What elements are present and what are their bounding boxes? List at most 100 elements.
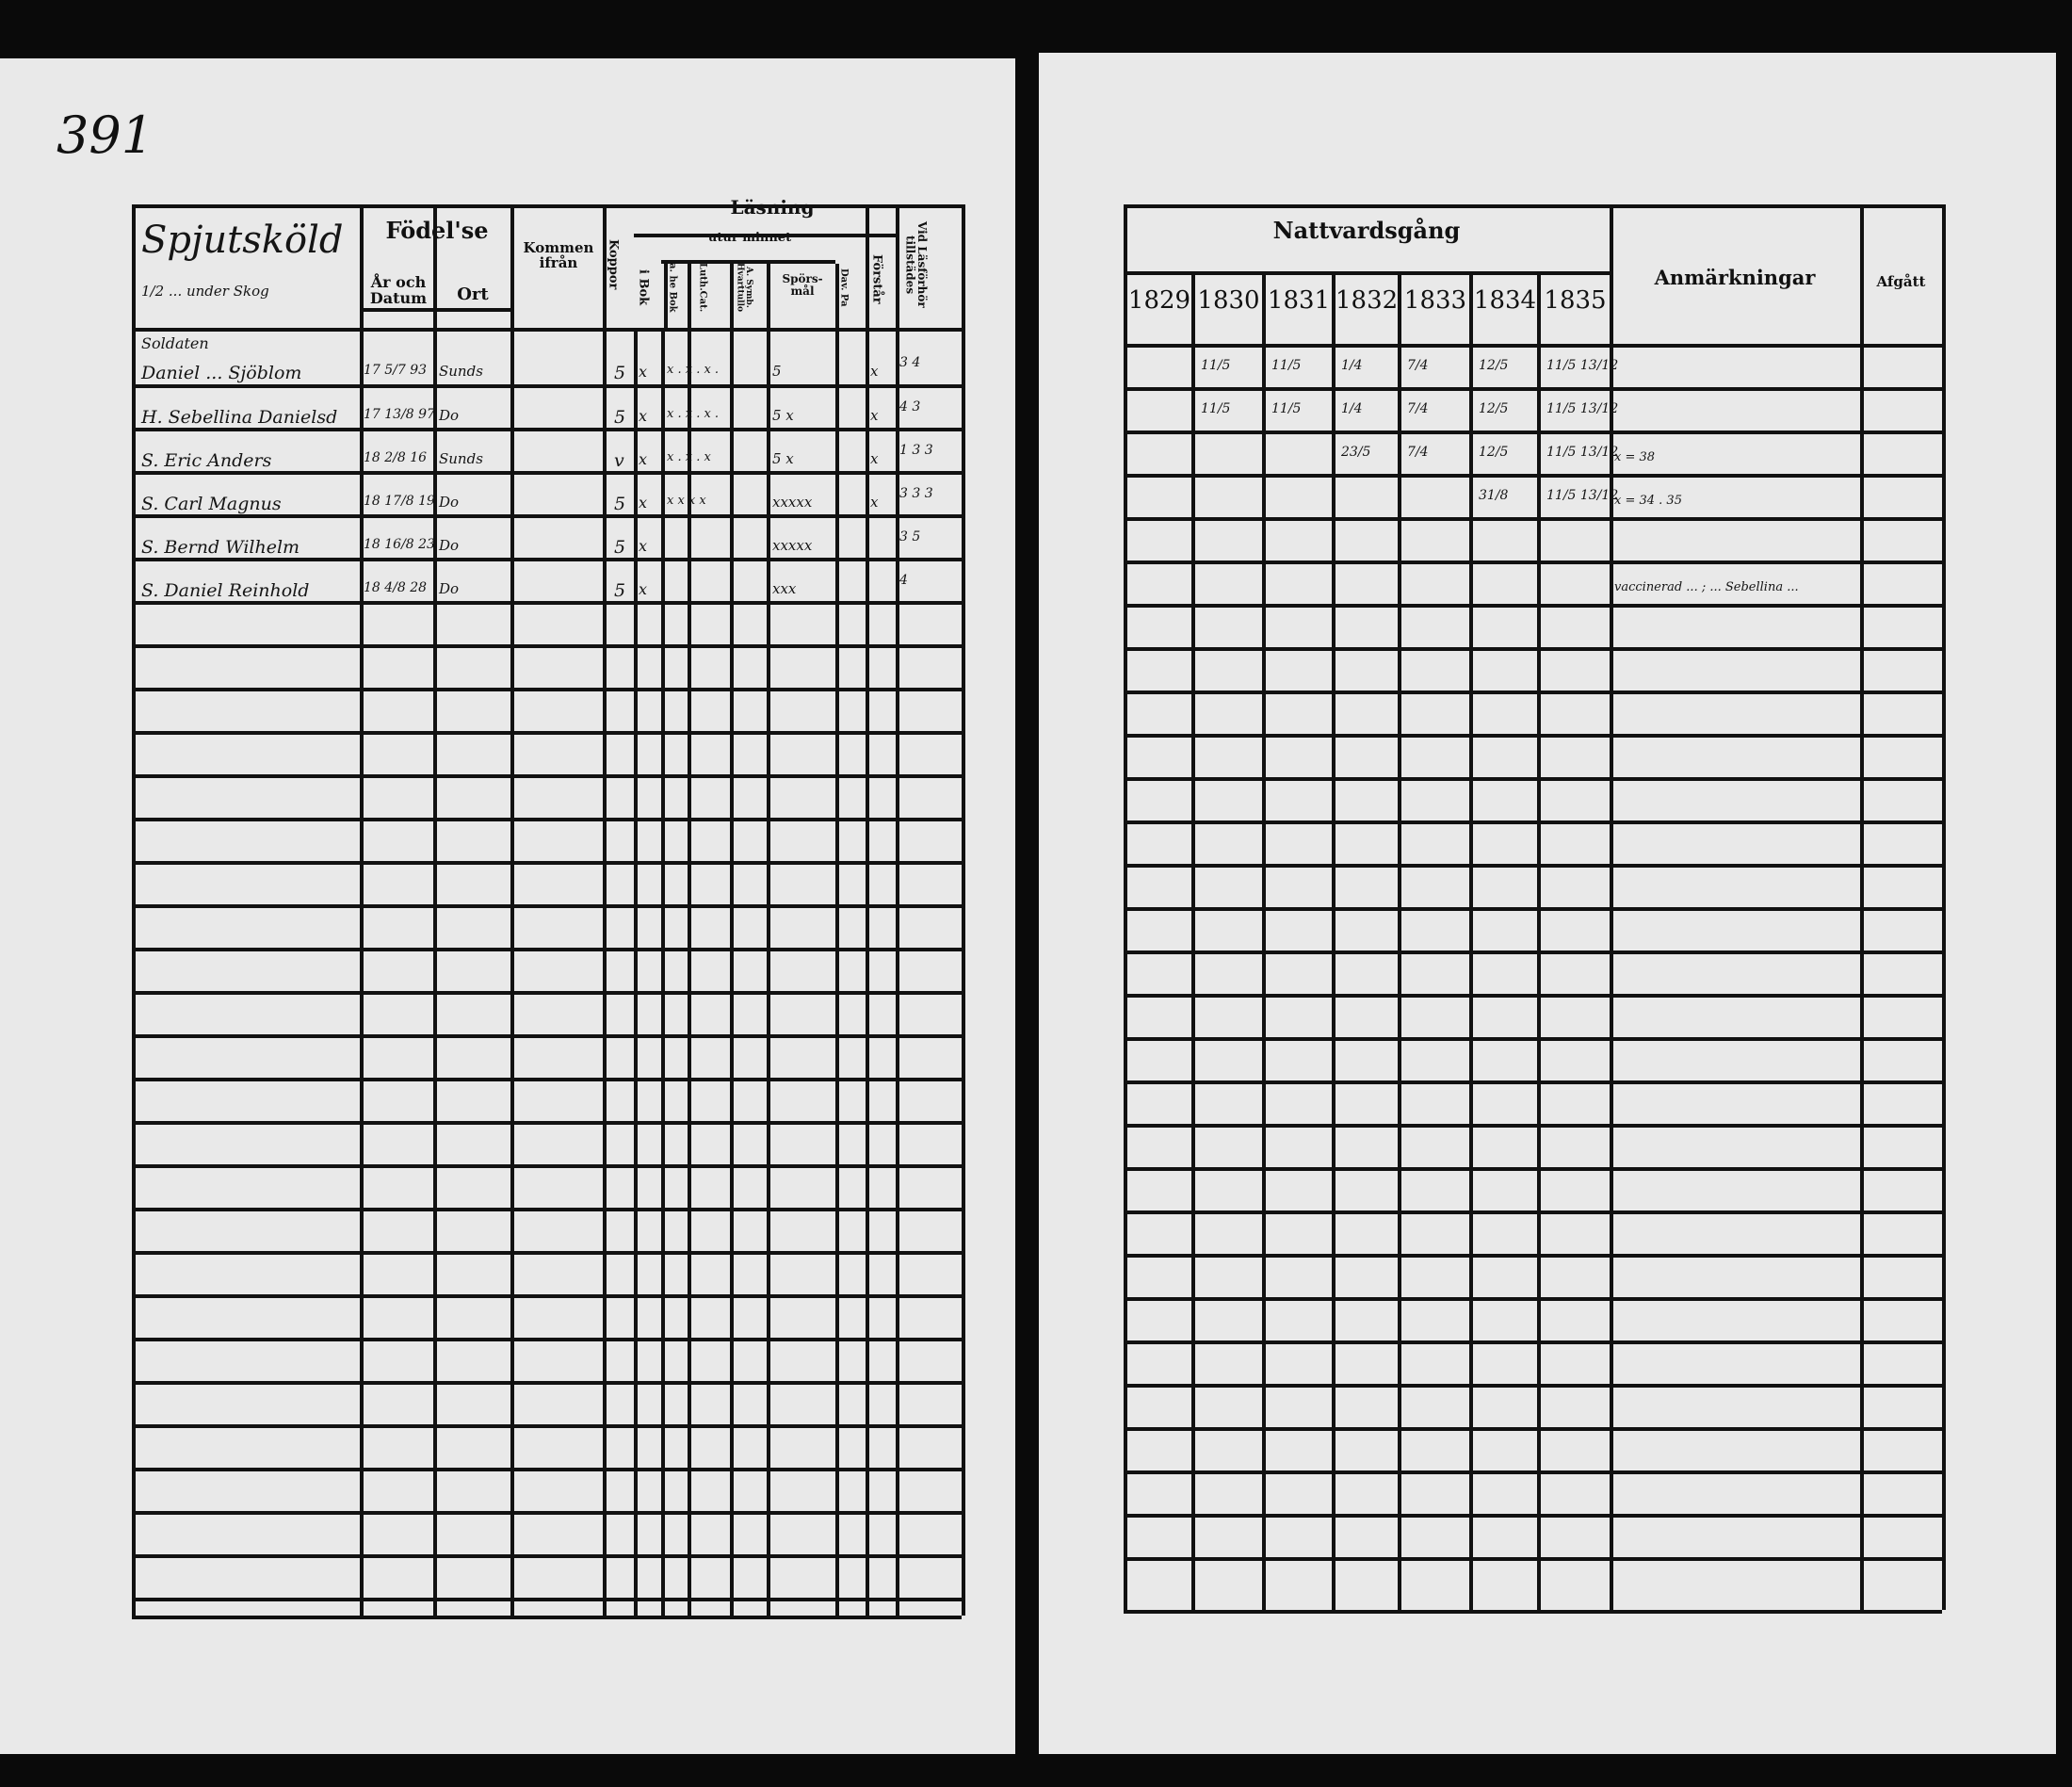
- column-divider: [1942, 204, 1946, 1610]
- remark-note: vaccinerad ... ; ... Sebellina ...: [1614, 580, 1799, 594]
- communion-date: 11/5: [1201, 358, 1231, 373]
- column-divider: [730, 264, 734, 330]
- row-divider: [1124, 604, 1942, 608]
- header-a-hela-bok: a. he Bok: [667, 262, 678, 313]
- remark-note: x = 34 . 35: [1614, 494, 1682, 508]
- communion-date: 12/5: [1479, 401, 1509, 416]
- entry-birth-date: 18 2/8 16: [364, 450, 428, 465]
- entry-i-bok: x: [639, 363, 648, 381]
- row-divider: [132, 1294, 962, 1298]
- entry-spors-mal: 5: [772, 363, 782, 380]
- column-divider: [866, 204, 869, 1616]
- column-divider: [132, 204, 136, 1616]
- table-border: [1124, 204, 1942, 208]
- entry-birth-place: Sunds: [439, 363, 483, 380]
- remark-note: x = 38: [1614, 450, 1656, 464]
- year-header: 1833: [1403, 286, 1467, 315]
- entry-koppor: 5: [614, 494, 626, 514]
- communion-date: 12/5: [1479, 445, 1509, 460]
- entry-koppor: 5: [614, 580, 626, 601]
- entry-name: S. Daniel Reinhold: [141, 580, 310, 601]
- communion-date: 31/8: [1479, 488, 1509, 503]
- entry-koppor: 5: [614, 537, 626, 558]
- entry-ladforhor: 3 3 3: [899, 486, 933, 501]
- column-divider: [1537, 271, 1541, 1610]
- header-subdivider: [1124, 271, 1610, 275]
- column-divider: [688, 328, 691, 1616]
- row-divider: [1124, 1254, 1942, 1258]
- entry-i-bok: x: [639, 537, 648, 555]
- row-divider: [1124, 1037, 1942, 1041]
- row-divider: [1124, 517, 1942, 521]
- row-divider: [1124, 864, 1942, 868]
- column-divider: [433, 204, 437, 1616]
- row-divider: [1124, 950, 1942, 954]
- entry-spors-mal: 5 x: [772, 450, 794, 467]
- row-divider: [132, 1208, 962, 1211]
- row-divider: [132, 774, 962, 778]
- header-luth-cat: Luth.Cat.: [697, 262, 708, 313]
- entry-birth-date: 18 16/8 23: [364, 537, 435, 552]
- entry-spors-mal: xxx: [772, 580, 797, 597]
- communion-date: 11/5 13/12: [1546, 488, 1619, 503]
- row-divider: [132, 1511, 962, 1515]
- header-subdivider: [364, 308, 510, 312]
- entry-i-bok: x: [639, 450, 648, 468]
- row-divider: [132, 948, 962, 951]
- entry-spors-mal: xxxxx: [772, 494, 813, 511]
- entry-i-bok: x: [639, 494, 648, 512]
- row-divider: [1124, 820, 1942, 824]
- year-header: 1831: [1267, 286, 1331, 315]
- column-divider: [835, 264, 839, 330]
- table-border: [132, 204, 962, 208]
- row-divider: [132, 601, 962, 605]
- header-kommen-ifran: Kommen ifrån: [523, 239, 594, 271]
- column-divider: [634, 328, 638, 1616]
- column-divider: [767, 328, 770, 1616]
- column-divider: [1332, 271, 1335, 1610]
- entry-name: Daniel ... Sjöblom: [141, 363, 302, 383]
- row-divider: [132, 1381, 962, 1385]
- header-divider: [1124, 344, 1942, 348]
- entry-ladforhor: 1 3 3: [899, 443, 933, 458]
- household-subtitle: 1/2 ... under Skog: [141, 283, 269, 300]
- page-number: 391: [57, 106, 154, 165]
- communion-date: 23/5: [1341, 445, 1371, 460]
- row-divider: [1124, 1340, 1942, 1344]
- entry-reading-marks: x x x x: [667, 494, 706, 508]
- entry-i-bok: x: [639, 580, 648, 598]
- header-vid-ladforhor: Vid Läsförhör tillstädes: [903, 221, 930, 308]
- entry-ladforhor: 4 3: [899, 399, 921, 414]
- row-divider: [132, 514, 962, 518]
- row-divider: [132, 1554, 962, 1558]
- row-divider: [1124, 1297, 1942, 1301]
- column-divider: [767, 264, 770, 330]
- year-header: 1832: [1335, 286, 1399, 315]
- entry-birth-place: Sunds: [439, 450, 483, 467]
- entry-birth-date: 17 13/8 97: [364, 407, 435, 422]
- year-header: 1829: [1127, 286, 1191, 315]
- column-divider: [1398, 271, 1401, 1610]
- communion-date: 11/5 13/12: [1546, 358, 1619, 373]
- communion-date: 1/4: [1341, 401, 1363, 416]
- row-divider: [1124, 474, 1942, 478]
- row-divider: [132, 818, 962, 821]
- entry-koppor: v: [614, 450, 624, 471]
- communion-date: 11/5: [1271, 358, 1302, 373]
- column-divider: [730, 328, 734, 1616]
- entry-ladforhor: 3 4: [899, 355, 921, 370]
- entry-birth-date: 17 5/7 93: [364, 363, 428, 378]
- row-divider: [1124, 1167, 1942, 1171]
- header-ar-och-datum: År och Datum: [369, 273, 428, 307]
- entry-reading-marks: x . x . x .: [667, 363, 720, 377]
- column-divider: [688, 264, 691, 330]
- header-anmarkningar: Anmärkningar: [1654, 266, 1816, 289]
- year-header: 1834: [1473, 286, 1537, 315]
- row-divider: [132, 1598, 962, 1601]
- header-i-bok: i Bok: [636, 268, 651, 306]
- column-divider: [962, 204, 965, 1616]
- column-divider: [1262, 271, 1266, 1610]
- header-koppor: Koppor: [606, 239, 621, 290]
- communion-date: 11/5: [1271, 401, 1302, 416]
- communion-date: 11/5: [1201, 401, 1231, 416]
